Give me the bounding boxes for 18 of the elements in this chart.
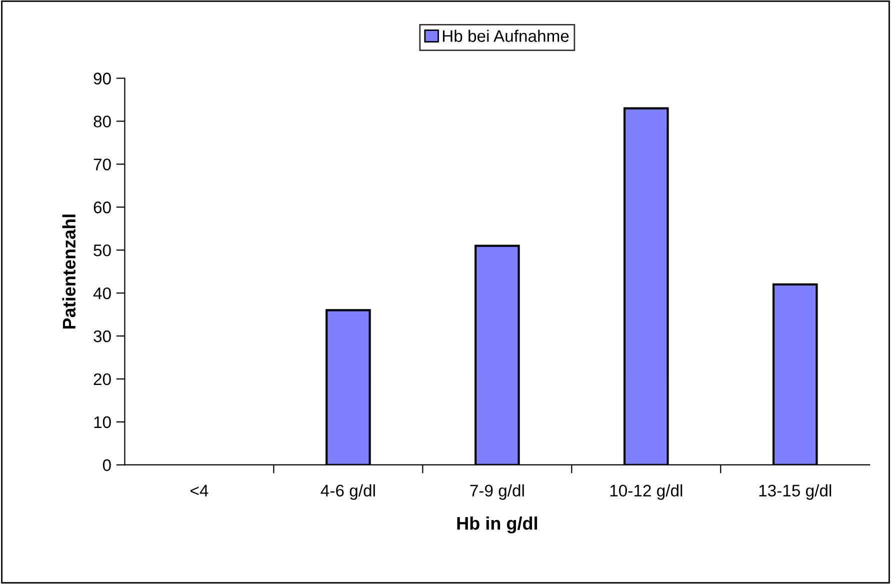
x-axis-title: Hb in g/dl [457, 516, 538, 534]
y-tick-label: 30 [94, 330, 111, 342]
y-tick-label: 40 [93, 287, 111, 300]
y-axis-title: Patientenzahl [62, 214, 76, 329]
y-tick-label: 70 [94, 158, 111, 170]
y-tick-label: 20 [94, 373, 111, 386]
x-tick-label: 13-15 g/dl [759, 484, 832, 500]
x-tick-label: <4 [190, 484, 208, 496]
y-tick-label: 60 [94, 202, 111, 214]
x-tick-label: 10-12 g/dl [610, 484, 682, 500]
y-tick-label: 50 [94, 244, 111, 256]
legend-label: Hb bei Aufnahme [442, 30, 569, 42]
y-tick-label: 10 [94, 416, 111, 428]
x-tick-label: 4-6 g/dl [320, 484, 375, 500]
x-tick-label: 7-9 g/dl [470, 484, 524, 500]
y-tick-label: 0 [102, 459, 111, 472]
y-tick-label: 80 [94, 116, 111, 128]
y-tick-label: 90 [94, 72, 111, 84]
